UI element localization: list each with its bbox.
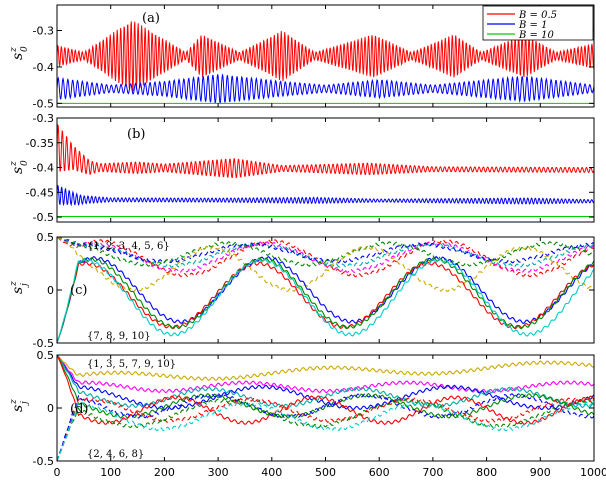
panel-label: (b) [127,127,145,142]
series-group [57,123,594,218]
y-tick-label: -0.3 [33,112,54,125]
x-tick-label: 200 [154,466,175,479]
series-line-5 [57,237,594,267]
y-tick-label: 0.5 [37,231,55,244]
plot-frame [56,354,595,462]
x-tick-label: 600 [369,466,390,479]
y-tick-label: -0.35 [26,137,54,150]
y-axis-label-sup: z [9,281,19,287]
y-axis-label-sup: z [9,161,19,167]
series-line-9 [57,398,594,461]
x-tick-label: 900 [530,466,551,479]
series-line-5 [57,355,594,419]
y-axis-label: sz j [9,281,30,294]
x-tick-label: 300 [208,466,229,479]
x-tick-label: 0 [54,466,61,479]
y-axis-label-sub: 0 [20,160,30,166]
panel-d: 0.50-0.50 100 200 300 400 500 600 700 800 900 1000… [9,349,606,479]
series-line-8 [57,393,594,461]
y-tick-label: 0 [47,402,54,415]
panel-c: 0.5 0 -0.5 sz j (c) {1, 2, 3, 4, 5, 6} {7, 8, 9… [9,231,595,350]
y-axis-label-sup: z [9,47,19,53]
series-line-7 [57,397,594,461]
series-line-2 [57,73,594,105]
series-line-3 [57,355,594,411]
series-line-2 [57,355,594,394]
legend-entry: B = 1 [518,20,547,31]
series-line-1 [57,21,594,92]
panel-label: (d) [70,402,88,417]
series-line-1 [57,355,594,382]
y-tick-label: -0.3 [33,25,54,38]
panel-label: (c) [70,283,87,298]
x-tick-label: 800 [476,466,497,479]
y-axis-label: sz j [9,399,30,412]
panel-b: -0.3 -0.35 -0.4 -0.45 -0.5 sz 0 (b) [9,112,595,224]
series-line-3 [57,237,594,268]
series-line-10 [57,401,594,461]
annotation-bottom: {2, 4, 6, 8} [87,449,144,460]
y-tick-label: -0.5 [33,455,54,468]
y-axis-label-base: s [10,405,26,412]
y-axis-label-base: s [10,287,26,294]
y-tick-label: -0.5 [33,337,54,350]
legend-entry: B = 10 [518,30,554,41]
annotation-top: {1, 3, 5, 7, 9, 10} [87,359,176,370]
y-tick-label: -0.5 [33,97,54,110]
annotation-bottom: {7, 8, 9, 10} [87,331,151,342]
x-tick-label: 100 [100,466,121,479]
y-axis-label-sup: z [9,399,19,405]
series-line-2 [57,185,594,207]
series-line-1 [57,123,594,179]
series-line-2 [57,237,594,274]
series-line-6 [57,237,594,293]
y-axis-label: sz 0 [9,160,30,174]
x-tick-label: 1000 [580,466,606,479]
legend-entry: B = 0.5 [518,10,557,21]
series-group [57,237,594,343]
y-axis-label-base: s [10,53,26,60]
y-tick-label: -0.5 [33,211,54,224]
y-axis-label-sub: 0 [20,46,30,52]
x-tick-label: 400 [261,466,282,479]
series-group [57,355,594,461]
series-line-10 [57,258,594,343]
x-tick-label: 700 [422,466,443,479]
y-tick-label: 0.5 [37,349,55,362]
panel-a: -0.3 -0.4 -0.5 sz 0 (a) B = 0.5B = 1B = 10 [9,4,595,110]
panel-label: (a) [142,11,160,26]
series-line-9 [57,257,594,343]
y-axis-label-sub: j [20,283,30,288]
y-axis-label-base: s [10,167,26,174]
y-tick-label: -0.4 [33,162,54,175]
y-tick-label: 0 [47,284,54,297]
annotation-top: {1, 2, 3, 4, 5, 6} [87,241,170,252]
series-line-7 [57,256,594,343]
y-tick-label: -0.4 [33,61,54,74]
x-tick-label: 500 [315,466,336,479]
y-axis-label-sub: j [20,401,30,406]
y-axis-label: sz 0 [9,46,30,60]
y-tick-label: -0.45 [26,186,54,199]
legend: B = 0.5B = 1B = 10 [482,5,594,41]
